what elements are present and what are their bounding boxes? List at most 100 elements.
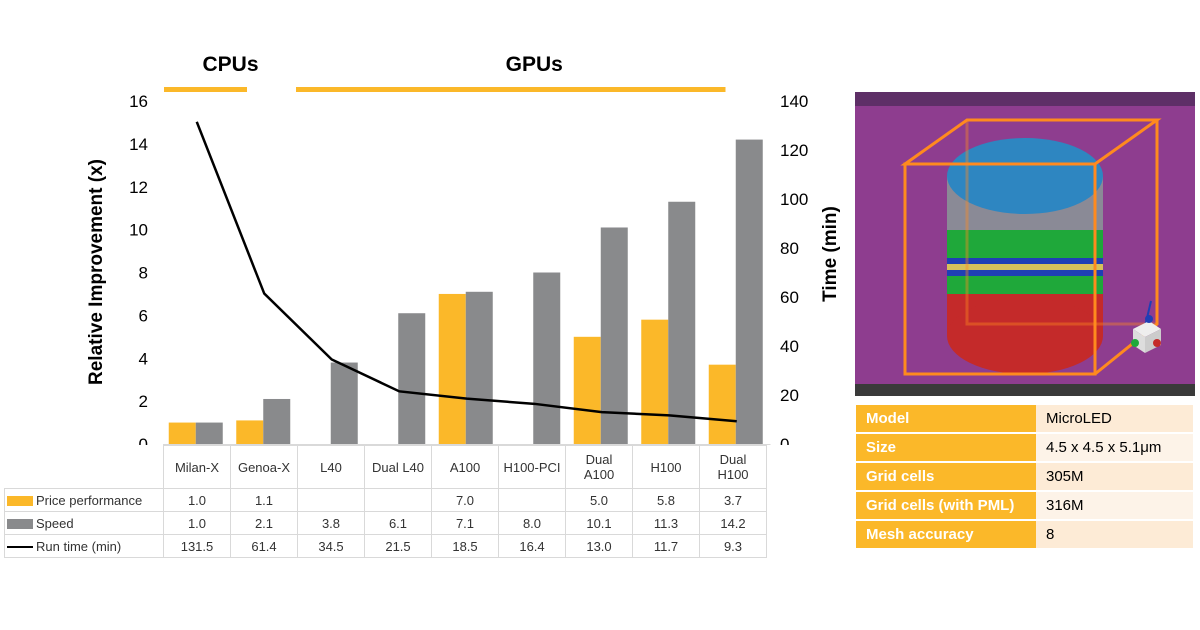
category-label: L40 [297, 445, 365, 489]
render-illustration [855, 92, 1195, 396]
spec-value: 305M [1036, 462, 1193, 492]
category-label: Dual L40 [364, 445, 432, 489]
spec-value: MicroLED [1036, 405, 1193, 434]
data-value: 1.1 [230, 488, 298, 512]
right-tick-label: 100 [780, 190, 808, 209]
table-header-row: Milan-X Genoa-X L40 Dual L40 A100 H100-PCI Dua… [5, 445, 767, 489]
group-label: CPUs [202, 53, 258, 76]
legend-swatch [7, 546, 33, 549]
data-value: 2.1 [230, 511, 298, 535]
data-value [297, 488, 365, 512]
series-name: Speed [36, 515, 74, 531]
left-tick-label: 12 [129, 178, 148, 197]
microled-render [855, 92, 1195, 396]
runtime-polyline [195, 121, 737, 423]
series-legend-entry: Price performance [4, 488, 164, 512]
bar-speed [195, 422, 223, 444]
data-value: 11.3 [632, 511, 700, 535]
spec-value: 8 [1036, 520, 1193, 550]
spec-key: Grid cells (with PML) [856, 491, 1036, 521]
right-tick-label: 40 [780, 337, 799, 356]
category-label: Dual A100 [565, 445, 633, 489]
bar-price-performance [236, 420, 264, 444]
runtime-line [195, 121, 737, 423]
bar-price-performance [438, 293, 466, 444]
category-label: H100 [632, 445, 700, 489]
spec-row: Mesh accuracy 8 [856, 520, 1193, 550]
data-value [364, 488, 432, 512]
table-row: Speed 1.0 2.1 3.8 6.1 7.1 8.0 10.1 11.3 14.2 [4, 511, 767, 535]
y2-axis-title: Time (min) [820, 206, 841, 302]
table-row: Run time (min) 131.5 61.4 34.5 21.5 18.5 16.4 1… [4, 534, 767, 558]
category-label: Milan-X [163, 445, 231, 489]
table-corner [5, 446, 164, 489]
left-axis-ticks: 0 2 4 6 8 10 12 14 16 [129, 92, 148, 445]
data-value: 5.0 [565, 488, 633, 512]
right-tick-label: 60 [780, 288, 799, 307]
data-value: 1.0 [163, 488, 231, 512]
spec-key: Mesh accuracy [856, 520, 1036, 550]
spec-value: 316M [1036, 491, 1193, 521]
bar-price-performance [708, 364, 736, 444]
cylinder-model [947, 138, 1103, 374]
data-value: 21.5 [364, 534, 432, 558]
left-tick-label: 6 [139, 306, 148, 325]
bars [168, 139, 763, 444]
series-name: Run time (min) [36, 538, 122, 554]
group-underline [296, 87, 726, 92]
render-status-bar [855, 384, 1195, 396]
bar-speed [735, 139, 763, 444]
left-tick-label: 10 [129, 221, 148, 240]
right-tick-label: 20 [780, 386, 799, 405]
group-label: GPUs [506, 53, 563, 76]
bar-price-performance [573, 336, 601, 444]
spec-key: Model [856, 405, 1036, 434]
category-label: Genoa-X [230, 445, 298, 489]
bar-price-performance [168, 422, 196, 444]
model-spec-table: Model MicroLED Size 4.5 x 4.5 x 5.1μm Grid c… [856, 405, 1193, 550]
bar-speed [465, 291, 493, 444]
data-value: 9.3 [699, 534, 767, 558]
data-value: 1.0 [163, 511, 231, 535]
combo-chart: CPUs GPUs 0 2 4 6 8 10 12 14 16 0 20 40 60 80 100 120 14… [86, 53, 841, 445]
data-value: 5.8 [632, 488, 700, 512]
spec-key: Grid cells [856, 462, 1036, 492]
data-value: 34.5 [297, 534, 365, 558]
legend-swatch [7, 496, 33, 507]
spec-row: Grid cells 305M [856, 462, 1193, 492]
chart-data-table: Milan-X Genoa-X L40 Dual L40 A100 H100-PCI Dua… [4, 445, 767, 558]
spec-row: Grid cells (with PML) 316M [856, 491, 1193, 521]
legend-swatch [7, 519, 33, 530]
left-tick-label: 14 [129, 135, 148, 154]
bar-speed [533, 272, 561, 444]
bar-speed [330, 362, 358, 444]
right-tick-label: 0 [780, 435, 789, 445]
data-value: 7.0 [431, 488, 499, 512]
left-tick-label: 2 [139, 392, 148, 411]
data-value: 7.1 [431, 511, 499, 535]
axis-gizmo-icon [1131, 300, 1161, 353]
spec-value: 4.5 x 4.5 x 5.1μm [1036, 433, 1193, 463]
spec-key: Size [856, 433, 1036, 463]
bar-speed [398, 313, 426, 444]
category-label: Dual H100 [699, 445, 767, 489]
series-legend-entry: Run time (min) [4, 534, 164, 558]
data-value: 18.5 [431, 534, 499, 558]
bar-speed [600, 227, 628, 444]
data-value [498, 488, 566, 512]
group-labels: CPUs GPUs [164, 53, 726, 92]
series-name: Price performance [36, 492, 143, 508]
data-value: 131.5 [163, 534, 231, 558]
spec-row: Size 4.5 x 4.5 x 5.1μm [856, 433, 1193, 463]
data-value: 10.1 [565, 511, 633, 535]
bar-speed [263, 398, 291, 444]
data-value: 11.7 [632, 534, 700, 558]
left-tick-label: 0 [139, 435, 148, 445]
right-axis-ticks: 0 20 40 60 80 100 120 140 [780, 92, 808, 445]
right-tick-label: 120 [780, 141, 808, 160]
spec-row: Model MicroLED [856, 405, 1193, 434]
y-axis-title: Relative Improvement (x) [86, 159, 107, 385]
data-value: 13.0 [565, 534, 633, 558]
left-tick-label: 16 [129, 92, 148, 111]
series-legend-entry: Speed [4, 511, 164, 535]
